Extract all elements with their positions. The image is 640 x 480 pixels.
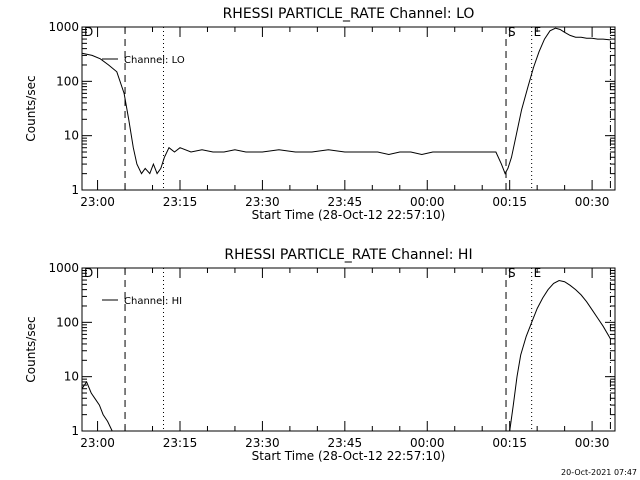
y-axis-label: Counts/sec [24, 316, 38, 382]
x-tick-label: 23:00 [80, 436, 115, 450]
x-tick-label: 00:30 [575, 436, 610, 450]
chart-panel-hi: RHESSI PARTICLE_RATE Channel: HI 1 10 100 10… [24, 247, 616, 463]
x-tick-label: 00:00 [410, 195, 445, 209]
x-tick-label: 23:45 [328, 195, 363, 209]
x-tick-label: 00:00 [410, 436, 445, 450]
y-tick-label: 10 [64, 370, 79, 384]
event-marker-label: E [534, 266, 542, 280]
y-tick-label: 1 [71, 183, 79, 197]
y-tick-label: 1 [71, 424, 79, 438]
x-axis-label: Start Time (28-Oct-12 22:57:10) [252, 449, 446, 463]
y-tick-label: 1000 [48, 261, 79, 275]
x-tick-label: 23:00 [80, 195, 115, 209]
event-marker-label: S [508, 266, 516, 280]
y-axis-label: Counts/sec [24, 75, 38, 141]
chart-title: RHESSI PARTICLE_RATE Channel: LO [223, 6, 475, 22]
series-line-0 [81, 380, 113, 432]
x-tick-label: 23:45 [328, 436, 363, 450]
series-line-1 [509, 279, 611, 432]
event-marker-label: S [508, 25, 516, 39]
x-axis-label: Start Time (28-Oct-12 22:57:10) [252, 208, 446, 222]
x-tick-label: 23:30 [245, 195, 280, 209]
event-marker-label: D [84, 266, 93, 280]
legend-label: Channel: HI [124, 296, 182, 307]
footer-timestamp: 20-Oct-2021 07:47 [561, 468, 637, 477]
event-marker-label: D [84, 25, 93, 39]
y-tick-label: 100 [56, 315, 79, 329]
x-tick-label: 23:30 [245, 436, 280, 450]
legend-label: Channel: LO [124, 55, 185, 66]
axis-frame [81, 26, 616, 191]
x-tick-label: 00:15 [492, 436, 527, 450]
chart-title: RHESSI PARTICLE_RATE Channel: HI [224, 247, 472, 263]
event-marker-label: E [534, 25, 542, 39]
y-tick-label: 1000 [48, 20, 79, 34]
chart-panel-lo: RHESSI PARTICLE_RATE Channel: LO 1 10 100 10… [24, 6, 616, 222]
y-tick-label: 100 [56, 74, 79, 88]
series-line-0 [81, 27, 611, 175]
x-tick-label: 00:15 [492, 195, 527, 209]
x-tick-label: 23:15 [163, 436, 198, 450]
x-tick-label: 00:30 [575, 195, 610, 209]
y-tick-label: 10 [64, 129, 79, 143]
x-tick-label: 23:15 [163, 195, 198, 209]
axis-frame [81, 267, 616, 432]
